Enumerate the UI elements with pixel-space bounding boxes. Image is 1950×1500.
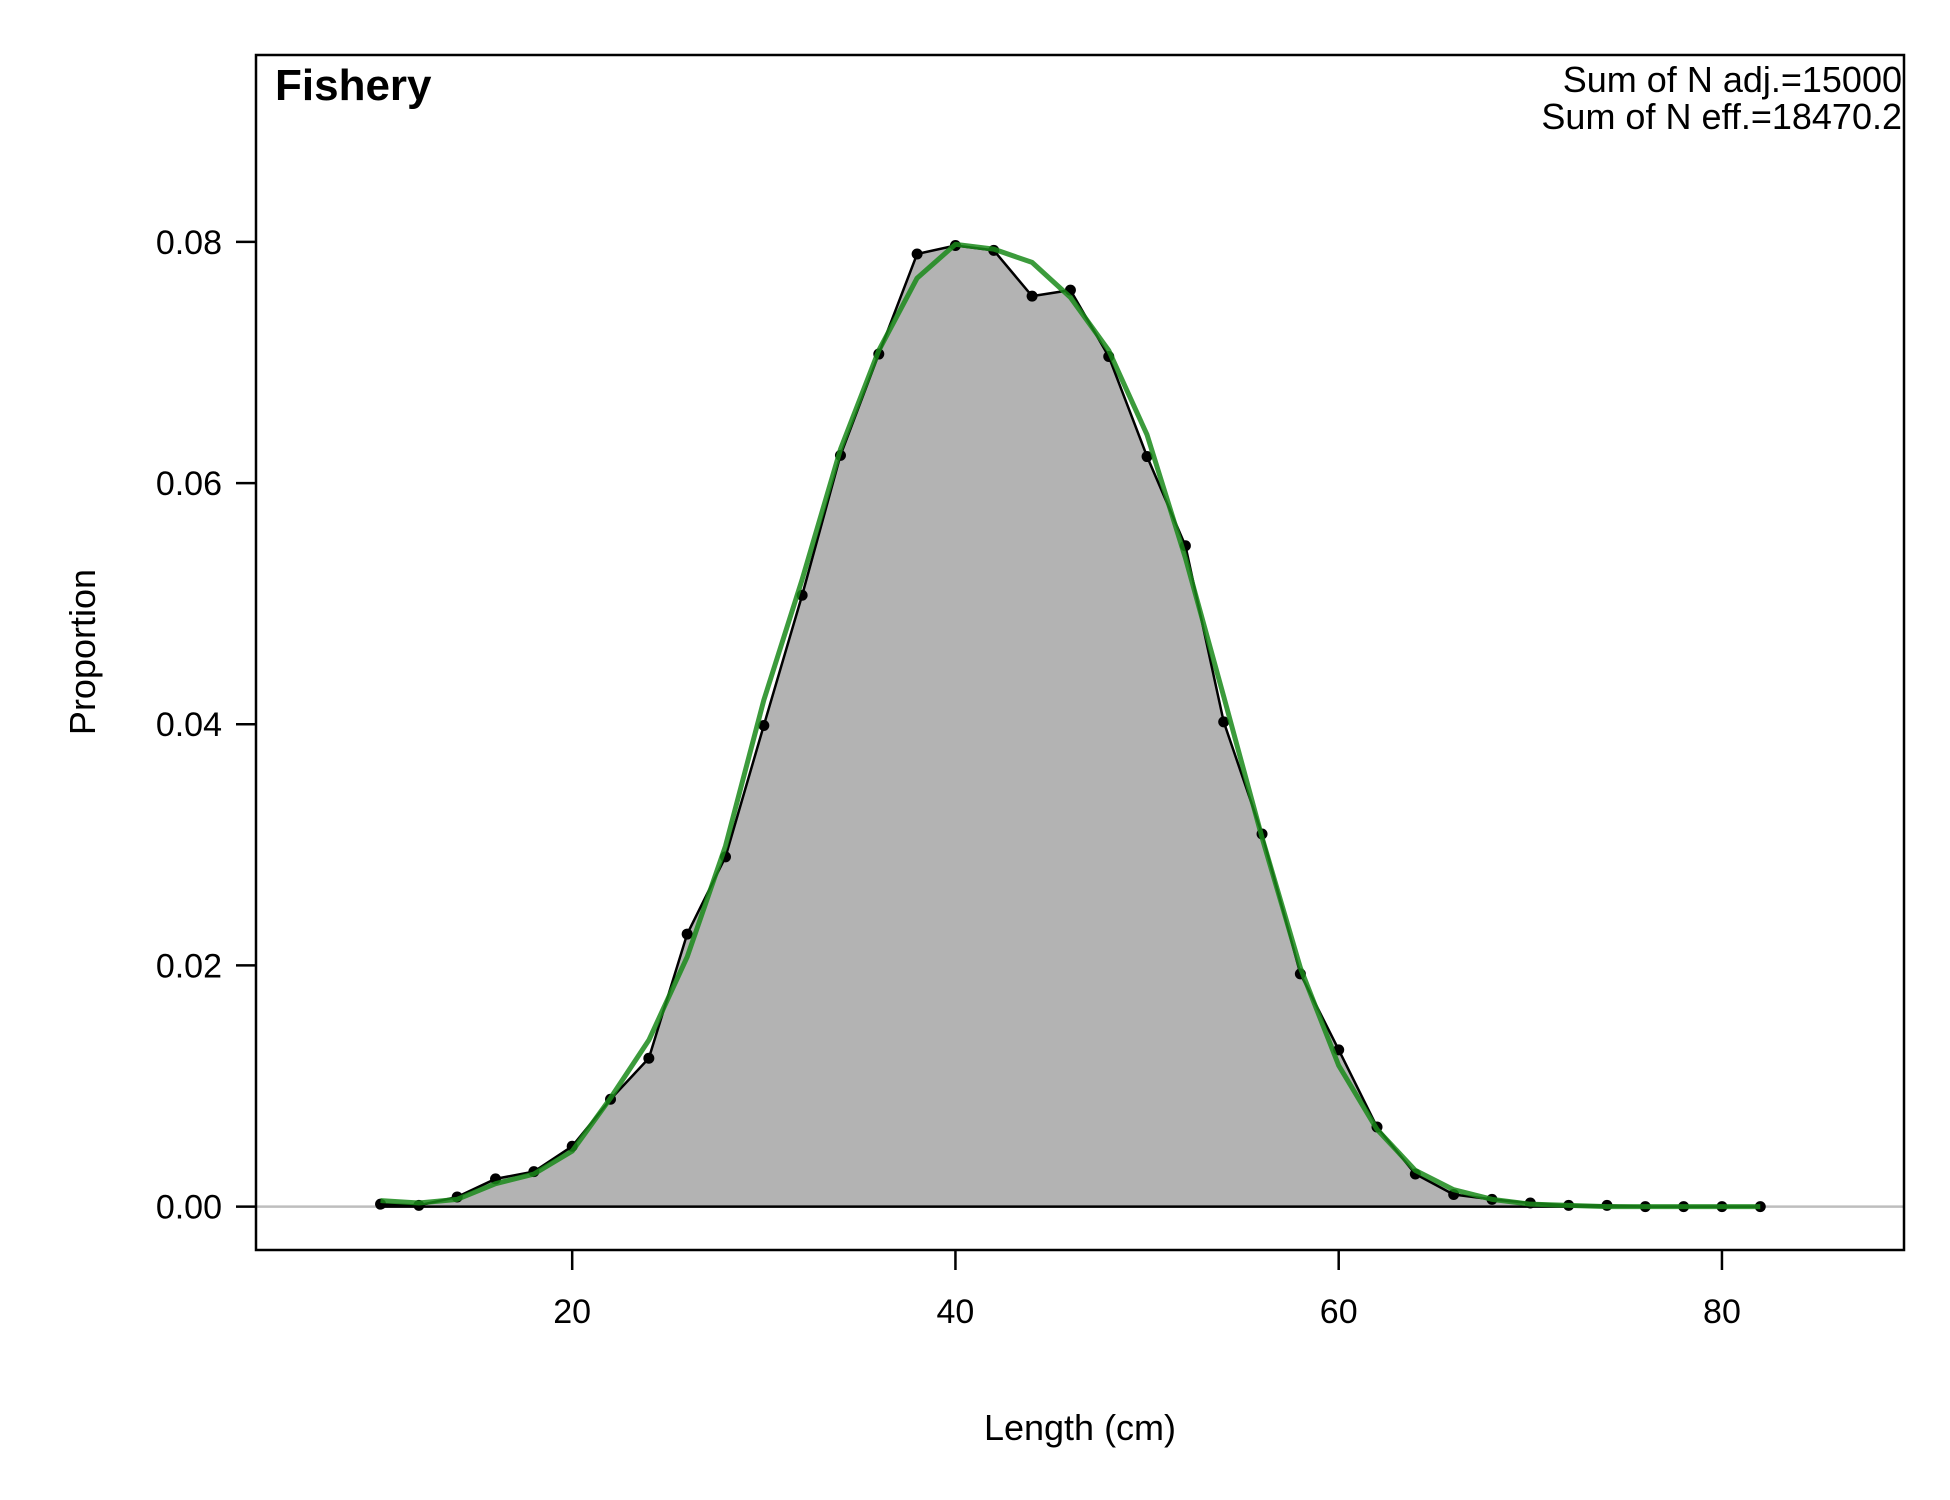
x-axis-label: Length (cm) [984, 1407, 1176, 1448]
observed-point [1026, 290, 1038, 302]
observed-point [758, 719, 770, 731]
x-tick-label: 40 [937, 1293, 975, 1331]
y-tick-label: 0.06 [156, 465, 222, 503]
plot-frame [254, 53, 1906, 1252]
x-axis: 20 40 60 80 [553, 1250, 1741, 1331]
y-tick-label: 0.02 [156, 947, 222, 985]
observed-point [681, 928, 693, 940]
panel-title: Fishery [275, 61, 432, 110]
observed-point [643, 1052, 655, 1064]
y-tick-label: 0.00 [156, 1189, 222, 1227]
observed-point [911, 248, 923, 260]
x-tick-label: 60 [1320, 1293, 1358, 1331]
y-axis-label: Proportion [62, 569, 103, 735]
y-tick-label: 0.04 [156, 706, 222, 744]
sum-n-adj-note: Sum of N adj.=15000 [1563, 59, 1902, 100]
x-tick-label: 80 [1703, 1293, 1741, 1331]
observed-point [1141, 451, 1153, 463]
plot-layer [256, 240, 1904, 1213]
y-axis: 0.00 0.02 0.04 0.06 0.08 [156, 224, 256, 1227]
observed-point [1218, 716, 1230, 728]
expected-series-line [380, 241, 1761, 1210]
observed-area [380, 245, 1761, 1207]
sum-n-eff-note: Sum of N eff.=18470.2 [1541, 96, 1902, 137]
x-tick-label: 20 [553, 1293, 591, 1331]
y-tick-label: 0.08 [156, 224, 222, 262]
